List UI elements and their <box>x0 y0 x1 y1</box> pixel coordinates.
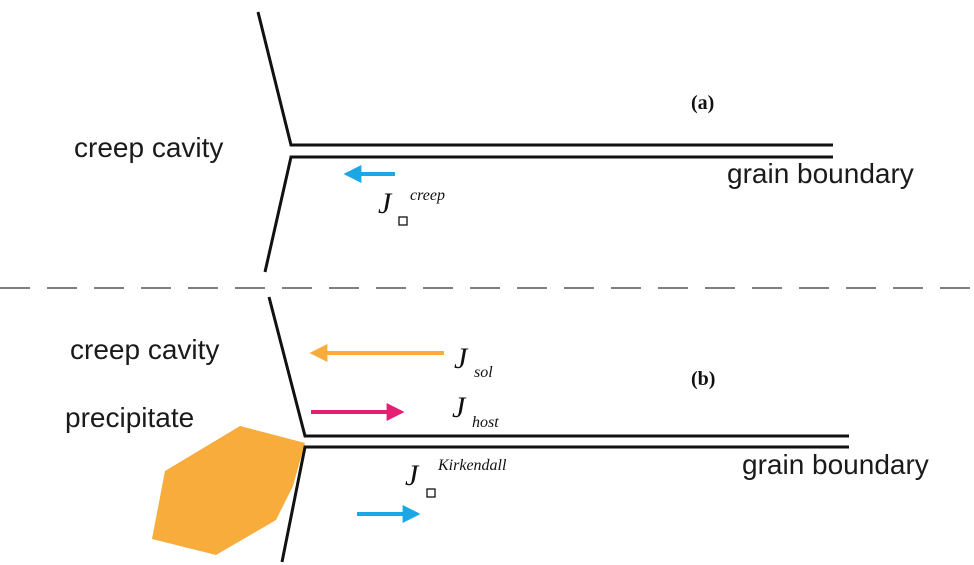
panel-b: (b) creep cavity precipitate grain bound… <box>65 296 929 563</box>
cavity-label-a: creep cavity <box>74 132 223 163</box>
cavity-wall-lower-a <box>263 155 833 273</box>
cavity-wall-upper-a <box>256 11 833 147</box>
flux-symbol-host: J <box>452 391 467 424</box>
flux-subscript-sol: sol <box>474 364 493 381</box>
grain-boundary-label-b: grain boundary <box>742 449 929 480</box>
flux-subscript-host: host <box>472 414 499 431</box>
flux-symbol-creep: J <box>378 187 393 220</box>
flux-superscript-creep: creep <box>410 187 445 204</box>
flux-superscript-kirkendall: Kirkendall <box>437 457 507 474</box>
cavity-wall-upper-b <box>267 296 849 438</box>
panel-a: (a) creep cavity grain boundary J creep <box>74 11 914 273</box>
panel-tag-a: (a) <box>691 92 714 114</box>
precipitate-label: precipitate <box>65 402 194 433</box>
panel-tag-b: (b) <box>691 368 715 390</box>
cavity-wall-lower-b <box>280 445 849 563</box>
grain-boundary-label-a: grain boundary <box>727 158 914 189</box>
precipitate-particle <box>152 426 305 555</box>
flux-symbol-sol: J <box>454 342 469 375</box>
flux-symbol-kirkendall: J <box>405 459 420 492</box>
vacancy-symbol-b <box>426 488 436 498</box>
vacancy-symbol-a <box>398 216 408 226</box>
cavity-label-b: creep cavity <box>70 334 219 365</box>
